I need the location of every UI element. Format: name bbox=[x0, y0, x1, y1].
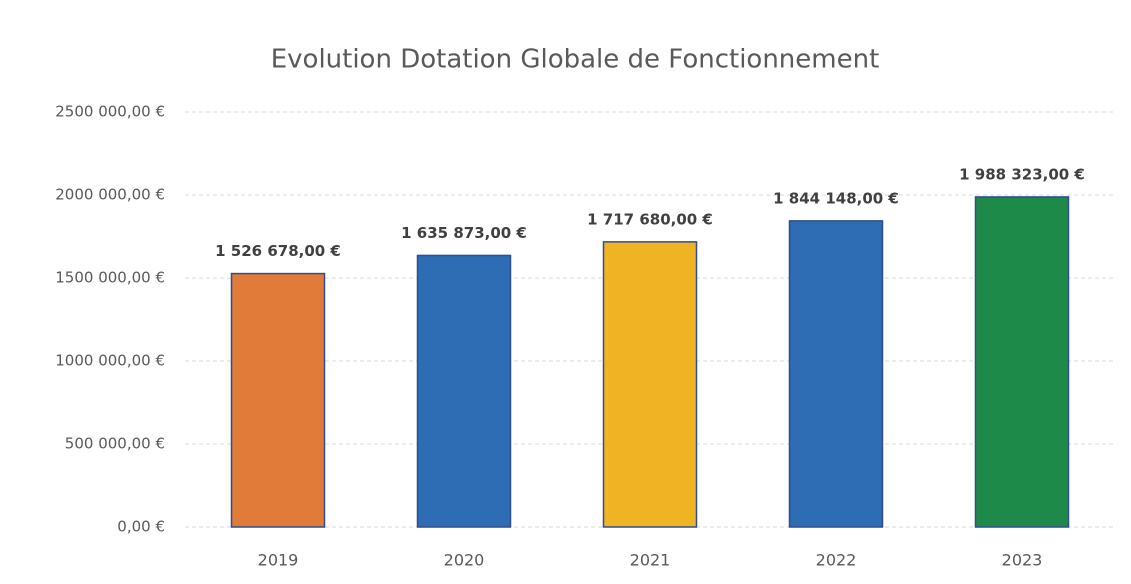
bar bbox=[974, 196, 1070, 528]
y-tick-label: 1000 000,00 € bbox=[55, 352, 165, 370]
x-tick-label: 2020 bbox=[444, 551, 485, 570]
bar bbox=[230, 272, 326, 528]
x-tick-label: 2019 bbox=[258, 551, 299, 570]
value-label: 1 717 680,00 € bbox=[587, 210, 713, 228]
y-tick-label: 2000 000,00 € bbox=[55, 186, 165, 204]
x-tick-label: 2023 bbox=[1002, 551, 1043, 570]
x-tick-label: 2022 bbox=[816, 551, 857, 570]
bar bbox=[602, 241, 698, 528]
y-tick-label: 2500 000,00 € bbox=[55, 103, 165, 121]
value-label: 1 635 873,00 € bbox=[401, 224, 527, 242]
bar bbox=[788, 220, 884, 528]
chart-title: Evolution Dotation Globale de Fonctionne… bbox=[271, 45, 880, 75]
y-tick-label: 0,00 € bbox=[117, 518, 165, 536]
y-tick-label: 500 000,00 € bbox=[65, 435, 165, 453]
bar bbox=[416, 254, 512, 528]
value-label: 1 988 323,00 € bbox=[959, 165, 1085, 183]
x-tick-label: 2021 bbox=[630, 551, 671, 570]
value-label: 1 526 678,00 € bbox=[215, 242, 341, 260]
y-tick-label: 1500 000,00 € bbox=[55, 269, 165, 287]
value-label: 1 844 148,00 € bbox=[773, 189, 899, 207]
